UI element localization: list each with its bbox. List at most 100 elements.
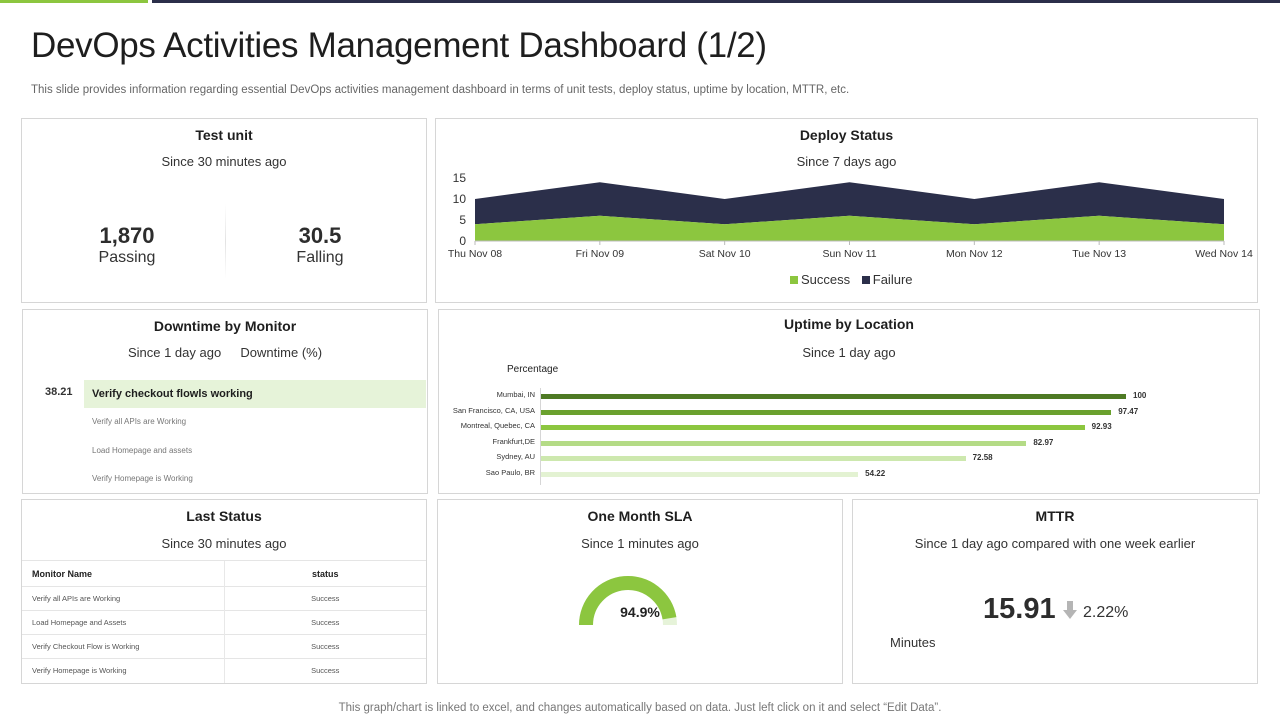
test-unit-divider [225, 204, 226, 279]
x-tick-label: Sat Nov 10 [699, 248, 751, 260]
mttr-since: Since 1 day ago compared with one week e… [914, 536, 1196, 551]
y-tick-label: 5 [459, 213, 466, 227]
x-tick-label: Tue Nov 13 [1072, 248, 1126, 260]
deploy-status-since: Since 7 days ago [796, 154, 897, 169]
page-subtitle: This slide provides information regardin… [31, 84, 850, 96]
downtime-since: Since 1 day ago [127, 345, 222, 360]
page-footer: This graph/chart is linked to excel, and… [338, 702, 942, 714]
uptime-chart: Mumbai, IN 100 San Francisco, CA, USA 97.47… [439, 310, 1259, 493]
sla-since: Since 1 minutes ago [581, 536, 699, 551]
table-header-row: Monitor Name status [22, 560, 426, 587]
y-tick-label: 15 [453, 171, 467, 185]
mttr-panel: MTTR Since 1 day ago compared with one w… [852, 499, 1258, 684]
passing-value: 1,870 [99, 223, 155, 248]
y-tick-label: 10 [453, 192, 467, 206]
passing-label: Passing [98, 249, 156, 266]
mttr-value: 15.91 [983, 593, 1056, 625]
mttr-change: 2.22% [1083, 604, 1129, 621]
table-row[interactable]: Verify Checkout Flow is Working Success [22, 634, 426, 659]
uptime-since: Since 1 day ago [802, 345, 896, 360]
sla-value: 94.9% [620, 604, 660, 620]
sla-title: One Month SLA [587, 508, 693, 524]
mttr-unit: Minutes [890, 635, 936, 650]
downtime-item[interactable]: Verify all APIs are Working [92, 417, 187, 426]
top-accent-bar-dark [152, 0, 1280, 3]
monitor-status: Success [223, 586, 426, 611]
x-tick-label: Mon Nov 12 [946, 248, 1003, 260]
monitor-status: Success [223, 610, 426, 635]
downtime-panel: Downtime by Monitor Since 1 day ago Down… [22, 309, 428, 494]
bar-category-label: Sao Paulo, BR [485, 467, 535, 477]
downtime-item[interactable]: Verify checkout flowls working [84, 380, 426, 408]
monitor-name: Verify Homepage is Working [22, 658, 224, 683]
bar-value-label: 97.47 [1118, 406, 1139, 416]
downtime-item[interactable]: Verify Homepage is Working [92, 474, 193, 483]
last-status-table: Monitor Name status Verify all APIs are … [22, 560, 426, 683]
bar-category-label: San Francisco, CA, USA [452, 405, 535, 415]
test-unit-title: Test unit [195, 127, 253, 143]
deploy-status-title: Deploy Status [799, 127, 894, 143]
deploy-status-panel: Deploy Status Since 7 days ago 0 5 10 15 Thu… [435, 118, 1258, 303]
top-accent-bar [0, 0, 148, 3]
deploy-legend: Success Failure [790, 272, 913, 287]
monitor-name: Verify all APIs are Working [22, 586, 224, 611]
table-row[interactable]: Verify all APIs are Working Success [22, 586, 426, 611]
downtime-since-row: Since 1 day ago Downtime (%) [23, 345, 427, 360]
arrow-down-icon [1063, 601, 1077, 619]
area-series-success[interactable] [475, 215, 1224, 241]
downtime-title: Downtime by Monitor [153, 318, 297, 334]
falling-value: 30.5 [298, 223, 342, 248]
uptime-title: Uptime by Location [784, 316, 914, 332]
col-monitor-name: Monitor Name [22, 560, 224, 587]
bar-value-label: 92.93 [1091, 422, 1112, 431]
legend-success-swatch [790, 276, 798, 284]
x-tick-label: Sun Nov 11 [822, 248, 876, 260]
uptime-bar[interactable] [541, 471, 859, 477]
monitor-status: Success [223, 658, 426, 683]
area-series-failure[interactable] [475, 182, 1224, 225]
legend-failure-label: Failure [872, 272, 913, 287]
bar-value-label: 72.58 [972, 453, 993, 462]
table-row[interactable]: Load Homepage and Assets Success [22, 610, 426, 635]
last-status-since: Since 30 minutes ago [161, 536, 287, 551]
uptime-bar[interactable] [541, 425, 1085, 430]
y-tick-label: 0 [459, 234, 466, 248]
deploy-status-chart: 0 5 10 15 Thu Nov 08 Fri Nov 09 Sat Nov 10 Sun … [448, 171, 1253, 260]
downtime-unit: Downtime (%) [240, 345, 323, 360]
x-tick-label: Thu Nov 08 [448, 248, 502, 260]
monitor-status: Success [223, 634, 426, 659]
sla-gauge [579, 576, 677, 626]
uptime-panel: Uptime by Location Since 1 day ago Perce… [438, 309, 1260, 494]
test-unit-since: Since 30 minutes ago [161, 154, 287, 169]
falling-label: Falling [296, 249, 344, 266]
uptime-bar[interactable] [541, 409, 1112, 415]
legend-failure-swatch [861, 276, 870, 284]
bar-category-label: Montreal, Quebec, CA [460, 421, 535, 430]
monitor-name: Load Homepage and Assets [22, 610, 224, 635]
legend-success-label: Success [801, 272, 851, 287]
bar-category-label: Mumbai, IN [496, 390, 535, 399]
monitor-name: Verify Checkout Flow is Working [22, 634, 224, 659]
uptime-bar[interactable] [541, 440, 1027, 446]
bar-category-label: Sydney, AU [496, 452, 535, 461]
table-row[interactable]: Verify Homepage is Working Success [22, 658, 426, 683]
uptime-bar[interactable] [541, 394, 1126, 399]
last-status-title: Last Status [186, 508, 262, 524]
last-status-panel: Last Status Since 30 minutes ago Monitor… [21, 499, 427, 684]
uptime-axis-label: Percentage [507, 364, 559, 375]
bar-category-label: Frankfurt,DE [492, 436, 535, 446]
downtime-value: 38.21 [45, 386, 73, 398]
downtime-item[interactable]: Load Homepage and assets [92, 446, 193, 455]
y-axis-line [540, 388, 541, 485]
bar-value-label: 54.22 [865, 468, 886, 478]
mttr-title: MTTR [1035, 508, 1075, 524]
x-tick-label: Fri Nov 09 [576, 248, 625, 260]
sla-panel: One Month SLA Since 1 minutes ago 94.9% [437, 499, 843, 684]
col-status: status [223, 560, 426, 587]
uptime-bar[interactable] [541, 456, 966, 461]
page-title: DevOps Activities Management Dashboard (… [31, 26, 767, 65]
test-unit-panel: Test unit Since 30 minutes ago 1,870 Pas… [21, 118, 427, 303]
bar-value-label: 100 [1133, 391, 1147, 400]
sla-gauge-fill [579, 576, 677, 626]
x-tick-label: Wed Nov 14 [1195, 248, 1253, 260]
